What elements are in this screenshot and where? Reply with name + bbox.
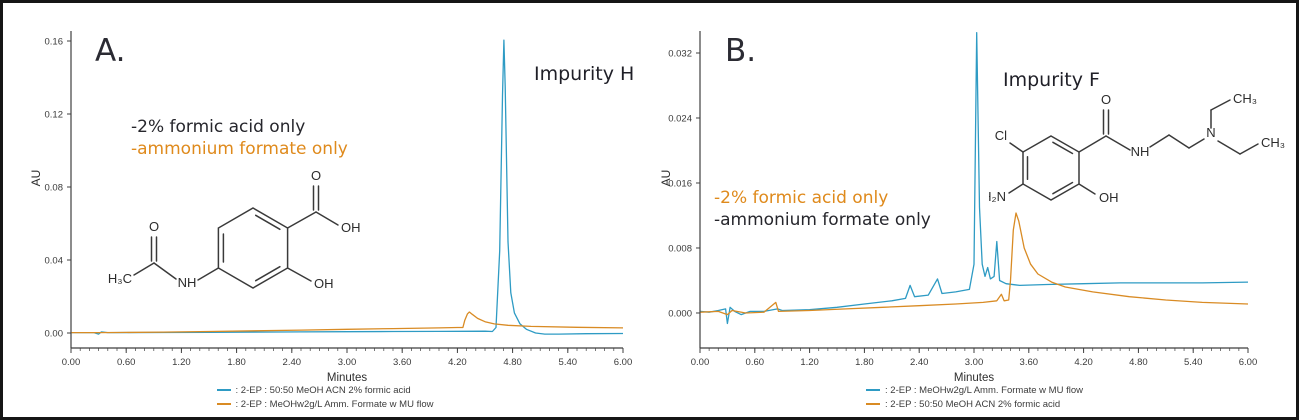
x-tick-label: 5.40 <box>1184 357 1203 368</box>
panel-b-y-axis-title: AU <box>659 169 673 187</box>
y-tick-label: 0.016 <box>668 178 692 189</box>
panel-a-chromatogram-plot: Minutes 0.00 0.60 1.20 1.80 2.40 3.00 3.60 4.20… <box>45 31 633 384</box>
x-tick-label: 3.60 <box>393 357 412 368</box>
legend-color-dash <box>216 403 231 405</box>
y-tick-label: 0.04 <box>45 255 64 266</box>
x-tick-label: 3.00 <box>965 357 984 368</box>
legend-entry: : 2-EP : MeOHw2g/L Amm. Formate w MU flo… <box>866 383 1083 397</box>
panel-b-condition-ammonium-formate: -ammonium formate only <box>714 210 931 230</box>
panel-b-legend: : 2-EP : MeOHw2g/L Amm. Formate w MU flo… <box>866 383 1083 411</box>
amide-nh-label: NH <box>1131 144 1150 159</box>
carbonyl-o-label: O <box>1101 92 1111 107</box>
panel-a-condition-ammonium-formate: -ammonium formate only <box>131 139 348 159</box>
y-tick-label: 0.00 <box>45 328 64 339</box>
legend-entry-label: : 2-EP : 50:50 MeOH ACN 2% formic acid <box>885 398 1061 410</box>
y-tick-label: 0.12 <box>45 109 64 120</box>
x-tick-label: 1.20 <box>172 357 191 368</box>
legend-color-dash <box>866 403 881 405</box>
legend-color-dash <box>216 389 231 391</box>
ethyl-ch3-right-label: CH₃ <box>1261 135 1285 150</box>
phenol-oh-label: OH <box>314 276 334 291</box>
panel-a-legend: : 2-EP : 50:50 MeOH ACN 2% formic acid : … <box>216 383 434 411</box>
panel-a-letter: A. <box>95 33 126 69</box>
x-tick-label: 4.80 <box>503 357 522 368</box>
x-tick-label: 0.00 <box>62 357 81 368</box>
y-tick-label: 0.008 <box>668 243 692 254</box>
panel-a-x-axis-title: Minutes <box>327 372 368 384</box>
panel-a-impurity-label: Impurity H <box>534 63 635 85</box>
panel-b-chromatogram-plot: Minutes 0.00 0.60 1.20 1.80 2.40 3.00 3.60 4.20… <box>668 31 1258 384</box>
acetyl-o-label: O <box>149 219 159 234</box>
x-tick-label: 4.20 <box>1074 357 1093 368</box>
x-tick-label: 2.40 <box>283 357 302 368</box>
panel-b-condition-formic-acid: -2% formic acid only <box>714 188 889 208</box>
x-tick-label: 0.60 <box>117 357 136 368</box>
x-tick-label: 4.20 <box>448 357 467 368</box>
chemical-structure-impurity-h: O OH OH NH O H₃C <box>108 168 361 291</box>
amine-n-label: N <box>1206 125 1215 140</box>
amide-nh-label: NH <box>178 275 197 290</box>
y-tick-label: 0.000 <box>668 308 692 319</box>
panel-a-y-axis-title: AU <box>29 169 43 187</box>
legend-entry-label: : 2-EP : MeOHw2g/L Amm. Formate w MU flo… <box>235 398 434 410</box>
x-tick-label: 5.40 <box>559 357 578 368</box>
y-tick-label: 0.08 <box>45 182 64 193</box>
benzene-ring <box>1022 135 1080 201</box>
trace-ammonium-formate <box>71 311 624 334</box>
legend-entry-label: : 2-EP : 50:50 MeOH ACN 2% formic acid <box>235 384 411 396</box>
legend-entry: : 2-EP : MeOHw2g/L Amm. Formate w MU flo… <box>216 397 434 411</box>
legend-entry-label: : 2-EP : MeOHw2g/L Amm. Formate w MU flo… <box>885 384 1083 396</box>
legend-entry: : 2-EP : 50:50 MeOH ACN 2% formic acid <box>216 383 411 397</box>
y-tick-label: 0.024 <box>668 113 692 124</box>
x-tick-label: 2.40 <box>910 357 929 368</box>
legend-color-dash <box>866 389 881 391</box>
x-tick-label: 3.00 <box>338 357 357 368</box>
y-tick-label: 0.16 <box>45 36 64 47</box>
ethyl-ch3-top-label: CH₃ <box>1233 91 1257 106</box>
chemical-structure-impurity-f: Cl H₂N OH O NH N CH₃ CH₃ <box>989 91 1285 205</box>
x-tick-label: 1.80 <box>855 357 874 368</box>
benzene-ring <box>217 207 289 289</box>
panel-b-x-axis-title: Minutes <box>954 372 995 384</box>
x-tick-label: 3.60 <box>1020 357 1039 368</box>
x-tick-label: 4.80 <box>1129 357 1148 368</box>
carbonyl-o-label: O <box>311 168 321 183</box>
panel-b-letter: B. <box>725 33 757 69</box>
trace-ammonium-formate <box>700 32 1249 325</box>
panel-b-impurity-label: Impurity F <box>1003 69 1100 91</box>
panel-a-condition-formic-acid: -2% formic acid only <box>131 117 306 137</box>
x-tick-label: 1.80 <box>227 357 246 368</box>
x-tick-label: 0.60 <box>746 357 765 368</box>
acid-oh-label: OH <box>341 220 361 235</box>
aryl-amine-label: H₂N <box>989 189 1006 204</box>
x-tick-label: 6.00 <box>1239 357 1258 368</box>
x-tick-label: 6.00 <box>614 357 633 368</box>
methyl-label: H₃C <box>108 271 132 286</box>
x-tick-label: 1.20 <box>800 357 819 368</box>
legend-entry: : 2-EP : 50:50 MeOH ACN 2% formic acid <box>866 397 1060 411</box>
trace-2-formic-acid <box>700 212 1249 316</box>
phenol-oh-label: OH <box>1099 190 1119 205</box>
y-tick-label: 0.032 <box>668 48 692 59</box>
x-tick-label: 0.00 <box>691 357 710 368</box>
chloro-label: Cl <box>995 128 1007 143</box>
